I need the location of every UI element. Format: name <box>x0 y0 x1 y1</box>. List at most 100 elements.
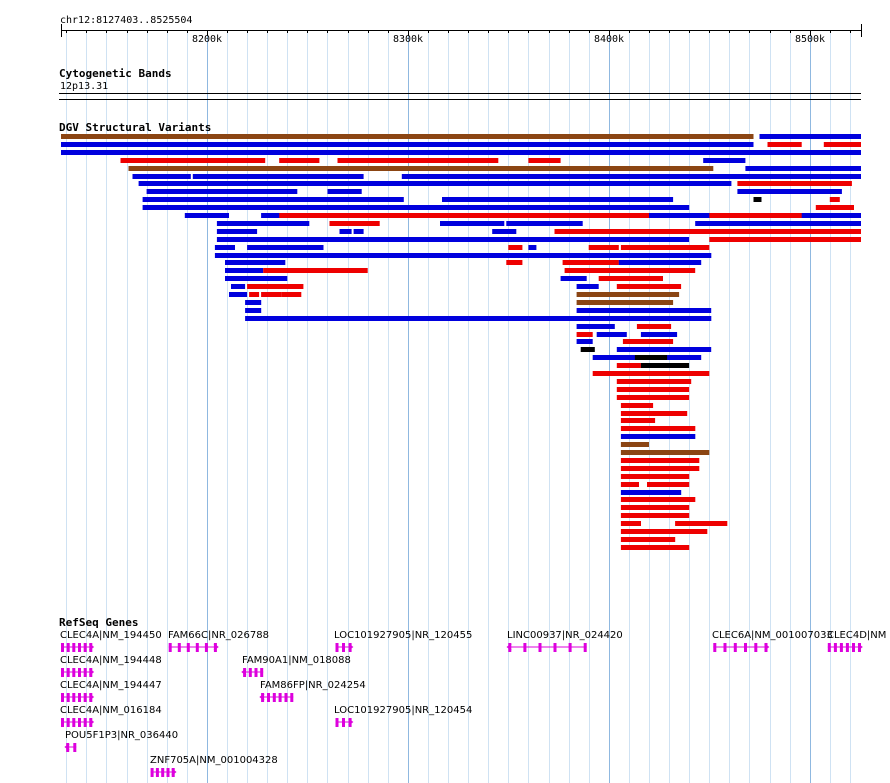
refseq-track-title[interactable]: RefSeq Genes <box>59 616 139 629</box>
dgv-variant-bar <box>216 237 690 242</box>
dgv-variant-bar <box>225 268 264 273</box>
dgv-variant-bar <box>245 316 712 321</box>
gene-label[interactable]: LINC00937|NR_024420 <box>507 630 623 641</box>
dgv-variant-bar <box>492 229 517 234</box>
dgv-variant-bar <box>616 284 682 289</box>
dgv-variant-bar <box>214 245 235 250</box>
gene-label[interactable]: CLEC4D|NM <box>827 630 887 641</box>
ruler-tick-label: 8300k <box>392 34 424 45</box>
dgv-variant-bar <box>596 332 627 337</box>
dgv-track-title[interactable]: DGV Structural Variants <box>59 121 212 134</box>
gene-label[interactable]: POU5F1P3|NR_036440 <box>65 730 179 741</box>
dgv-variant-bar <box>229 292 248 297</box>
dgv-variant-bar <box>620 482 639 487</box>
dgv-variant-bar <box>263 268 368 273</box>
dgv-variant-bar <box>620 513 690 518</box>
gene-exon <box>66 668 70 677</box>
gene-strand-arrow <box>89 693 95 701</box>
gene-label[interactable]: FAM86FP|NR_024254 <box>260 680 366 691</box>
gene-label[interactable]: CLEC4A|NM_194448 <box>60 655 162 666</box>
gene-exon <box>508 643 512 652</box>
gene-label[interactable]: CLEC4A|NM_194447 <box>60 680 162 691</box>
dgv-variant-bar <box>616 379 692 384</box>
dgv-variant-bar <box>616 347 712 352</box>
gene-label[interactable]: CLEC6A|NM_001007033 <box>712 630 833 641</box>
dgv-variant-bar <box>61 142 754 147</box>
dgv-variant-bar <box>576 284 599 289</box>
gene-exon <box>553 643 557 652</box>
gene-strand-arrow <box>764 643 770 651</box>
dgv-variant-bar <box>261 292 282 297</box>
gene-exon <box>204 643 208 652</box>
gene-exon <box>61 718 64 727</box>
dgv-variant-bar <box>61 150 861 155</box>
gene-exon <box>827 643 831 652</box>
gene-exon <box>839 643 843 652</box>
gene-exon <box>764 643 768 652</box>
gene-label[interactable]: CLEC4A|NM_194450 <box>60 630 162 641</box>
dgv-variant-bar <box>132 174 191 179</box>
dgv-variant-bar <box>620 442 649 447</box>
gene-label[interactable]: LOC101927905|NR_120454 <box>334 705 473 716</box>
gene-exon <box>61 643 64 652</box>
gene-strand-arrow <box>89 718 95 726</box>
dgv-variant-bar <box>598 276 663 281</box>
gene-exon <box>89 718 93 727</box>
gene-strand-arrow <box>348 643 354 651</box>
dgv-variant-bar <box>640 363 690 368</box>
gene-exon <box>733 643 737 652</box>
gene-exon <box>61 668 64 677</box>
gene-label[interactable]: CLEC4A|NM_016184 <box>60 705 162 716</box>
dgv-variant-bar <box>142 197 404 202</box>
dgv-variant-bar <box>620 245 710 250</box>
dgv-variant-bar <box>61 134 754 139</box>
gene-exon <box>83 718 87 727</box>
dgv-variant-bar <box>192 174 364 179</box>
dgv-variant-bar <box>620 434 696 439</box>
ruler-tick-label: 8500k <box>794 34 826 45</box>
gene-label[interactable]: FAM66C|NR_026788 <box>168 630 269 641</box>
dgv-variant-bar <box>562 260 619 265</box>
dgv-variant-bar <box>216 229 258 234</box>
dgv-variant-bar <box>620 403 654 408</box>
gene-exon <box>348 643 352 652</box>
dgv-variant-bar <box>592 371 710 376</box>
dgv-variant-bar <box>767 142 802 147</box>
gene-exon <box>744 643 747 652</box>
cytoband-track-title[interactable]: Cytogenetic Bands <box>59 67 172 80</box>
gene-exon <box>260 668 264 677</box>
gene-label[interactable]: FAM90A1|NM_018088 <box>242 655 351 666</box>
gene-exon <box>852 643 855 652</box>
dgv-variant-bar <box>440 221 505 226</box>
dgv-variant-bar <box>327 189 362 194</box>
gene-strand-arrow <box>259 693 265 701</box>
gene-exon <box>538 643 542 652</box>
gene-label[interactable]: LOC101927905|NR_120455 <box>334 630 473 641</box>
gene-label[interactable]: ZNF705A|NM_001004328 <box>150 755 278 766</box>
gene-strand-arrow <box>89 643 95 651</box>
dgv-variant-bar <box>560 276 587 281</box>
dgv-variant-bar <box>620 529 708 534</box>
gene-exon <box>72 668 76 677</box>
gene-strand-arrow <box>241 668 247 676</box>
dgv-variant-bar <box>554 229 861 234</box>
gene-exon <box>290 693 294 702</box>
gene-exon <box>78 693 81 702</box>
gene-exon <box>89 668 93 677</box>
dgv-variant-bar <box>620 474 690 479</box>
region-label: chr12:8127403..8525504 <box>60 15 193 26</box>
dgv-variant-bar <box>622 339 674 344</box>
gene-exon <box>166 768 170 777</box>
dgv-variant-bar <box>759 134 861 139</box>
dgv-variant-bar <box>737 181 852 186</box>
dgv-variant-bar <box>576 324 615 329</box>
dgv-variant-bar <box>138 181 732 186</box>
dgv-variant-bar <box>225 276 288 281</box>
gene-exon <box>83 643 87 652</box>
dgv-variant-bar <box>576 292 680 297</box>
gene-exon <box>858 643 861 652</box>
dgv-variant-bar <box>249 292 260 297</box>
dgv-variant-bar <box>146 189 298 194</box>
gene-exon <box>83 668 87 677</box>
gene-exon <box>523 643 527 652</box>
